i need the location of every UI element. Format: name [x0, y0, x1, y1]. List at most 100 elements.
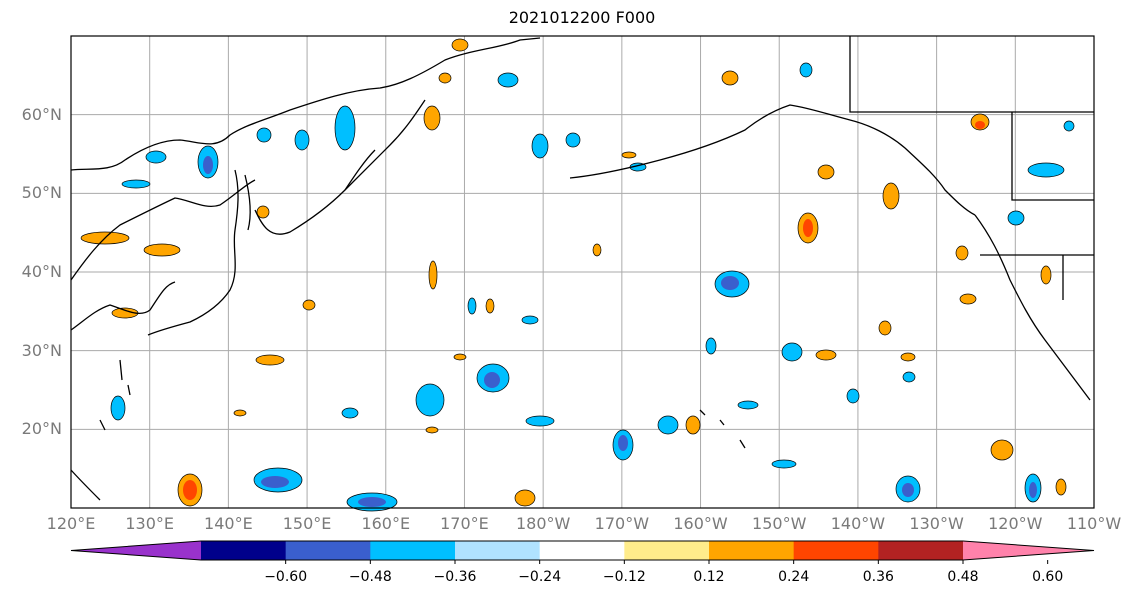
positive-anomaly — [817, 164, 835, 180]
islands — [99, 359, 131, 431]
colorbar-tick-label: 0.48 — [947, 569, 979, 585]
lon-label: 140°W — [830, 514, 886, 533]
negative-anomaly — [1063, 120, 1075, 132]
positive-anomaly — [233, 409, 247, 417]
positive-anomaly — [143, 243, 181, 257]
coastline — [70, 469, 101, 501]
positive-anomaly-core — [803, 219, 813, 237]
lon-label: 130°E — [125, 514, 175, 533]
negative-anomaly — [799, 62, 813, 78]
negative-anomaly — [902, 371, 916, 383]
colorbar-segment — [878, 541, 964, 560]
colorbar-extend-high — [963, 541, 1094, 560]
positive-anomaly — [882, 182, 900, 210]
positive-anomaly — [514, 489, 536, 507]
positive-anomaly-core — [975, 121, 985, 129]
colorbar-segment — [539, 541, 625, 560]
lon-label: 140°E — [204, 514, 253, 533]
colorbar-segment — [455, 541, 541, 560]
colorbar-tick-label: 0.12 — [693, 569, 725, 585]
colorbar-tick-label: −0.12 — [602, 569, 646, 585]
coastlines — [70, 36, 1094, 501]
positive-anomaly — [302, 299, 316, 311]
colorbar-tick-label: 0.36 — [862, 569, 894, 585]
colorbar-tick-label: 0.60 — [1032, 569, 1064, 585]
negative-anomaly — [737, 400, 759, 410]
lat-label: 20°N — [21, 419, 62, 439]
border-line — [1011, 112, 1094, 201]
coastline — [70, 179, 256, 281]
colorbar-tick-label: −0.48 — [348, 569, 392, 585]
positive-anomaly — [621, 151, 637, 159]
negative-anomaly — [294, 129, 310, 151]
lat-label: 40°N — [21, 262, 62, 281]
coastline — [569, 104, 976, 216]
lon-label: 160°W — [673, 514, 728, 533]
map-plot-area — [70, 35, 1095, 512]
positive-anomaly — [721, 70, 739, 86]
negative-anomaly — [256, 127, 272, 143]
colorbar-segment — [285, 541, 371, 560]
negative-anomaly-core — [203, 156, 213, 174]
lon-label: 120°E — [46, 514, 96, 533]
colorbar-segment — [624, 541, 710, 560]
positive-anomaly — [900, 352, 916, 362]
negative-anomaly — [341, 407, 359, 419]
lon-label: 180°W — [515, 514, 571, 533]
map-frame — [70, 35, 1095, 509]
map-title: 2021012200 F000 — [508, 8, 656, 27]
positive-anomaly — [255, 354, 285, 366]
negative-anomaly — [771, 459, 797, 469]
lon-label: 150°E — [282, 514, 332, 533]
gridlines — [71, 36, 1094, 508]
positive-anomaly — [423, 105, 441, 131]
positive-anomaly-core — [183, 480, 197, 500]
positive-anomaly — [485, 298, 495, 314]
negative-anomaly — [110, 395, 126, 421]
positive-anomaly — [438, 72, 452, 84]
coastline — [70, 281, 176, 331]
positive-anomaly — [990, 439, 1014, 461]
lat-label: 50°N — [21, 183, 62, 203]
positive-anomaly — [1055, 478, 1067, 496]
lon-label: 170°W — [594, 514, 650, 533]
negative-anomaly — [1027, 162, 1065, 178]
positive-anomaly — [1040, 265, 1052, 285]
negative-anomaly-core — [721, 276, 739, 290]
negative-anomaly — [846, 388, 860, 404]
negative-anomaly — [334, 105, 356, 151]
negative-anomaly — [497, 72, 519, 88]
colorbar-tick-label: −0.24 — [518, 569, 562, 585]
colorbar-tick-label: −0.60 — [264, 569, 308, 585]
coastline — [254, 149, 376, 235]
colorbar-extend-low — [71, 541, 201, 560]
lon-label: 110°W — [1066, 514, 1122, 533]
negative-anomaly — [781, 342, 803, 362]
negative-anomaly — [565, 132, 581, 148]
positive-anomaly — [256, 205, 270, 219]
negative-anomaly-core — [261, 476, 289, 488]
colorbar-segment — [793, 541, 879, 560]
negative-anomaly — [467, 297, 477, 315]
colorbar-outline — [70, 540, 1095, 561]
positive-anomaly — [453, 353, 467, 361]
coastline — [344, 99, 426, 191]
positive-anomaly — [878, 320, 892, 336]
positive-anomaly — [685, 415, 701, 435]
negative-anomaly — [415, 383, 445, 417]
negative-anomaly — [531, 133, 549, 159]
positive-anomaly — [428, 260, 438, 290]
positive-anomaly — [955, 245, 969, 261]
positive-anomaly — [451, 38, 469, 52]
colorbar-tick-label: −0.36 — [433, 569, 477, 585]
negative-anomaly — [705, 337, 717, 355]
lon-label: 120°W — [988, 514, 1043, 533]
colorbar-tick-label: 0.24 — [778, 569, 810, 585]
negative-anomaly — [525, 415, 555, 427]
lon-label: 160°E — [361, 514, 411, 533]
colorbar — [70, 540, 1095, 564]
lat-label: 60°N — [21, 104, 62, 124]
positive-anomaly — [815, 349, 837, 361]
lat-label: 30°N — [21, 340, 62, 360]
